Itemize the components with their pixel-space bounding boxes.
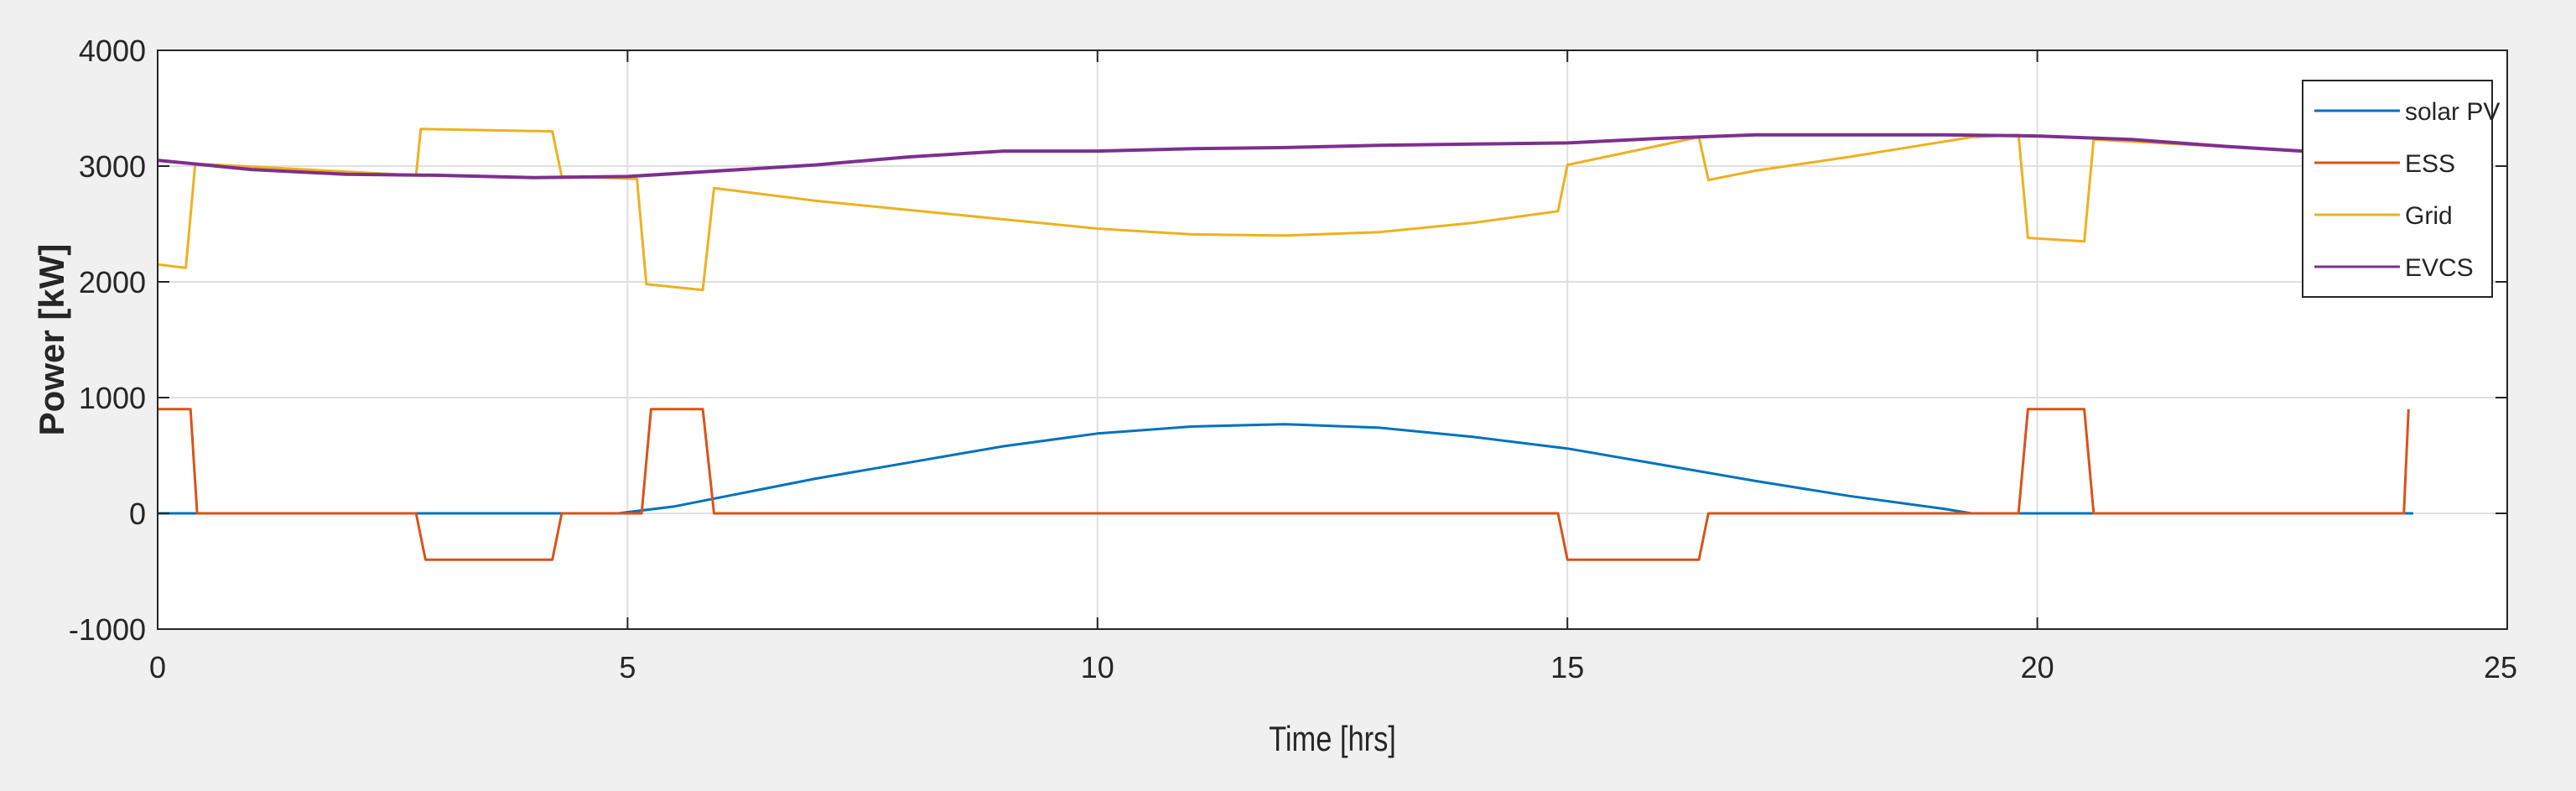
legend-label-solar-pv: solar PV	[2405, 98, 2500, 126]
series-line-solar-pv	[158, 423, 2413, 515]
series-line-ess	[158, 408, 2410, 561]
y-tick-label: 0	[129, 497, 146, 531]
axis-ticks	[157, 49, 2508, 630]
y-tick-label: 4000	[79, 34, 146, 68]
x-tick-label: 25	[2484, 650, 2517, 684]
series-line-grid	[157, 127, 2413, 292]
series-line-evcs	[157, 133, 2413, 180]
y-tick-label: 3000	[79, 149, 146, 184]
y-tick-label: 2000	[79, 265, 146, 299]
y-tick-label: 1000	[79, 381, 146, 415]
legend-label-grid: Grid	[2405, 202, 2453, 230]
x-tick-label: 10	[1081, 650, 1114, 684]
plot-area	[158, 50, 2507, 629]
x-tick-label: 5	[619, 650, 636, 684]
x-axis-title: Time [hrs]	[1269, 720, 1396, 759]
series-lines	[157, 127, 2413, 561]
y-tick-label: -1000	[69, 612, 146, 647]
x-tick-label: 20	[2021, 650, 2054, 684]
plot-border	[157, 49, 2508, 630]
x-tick-label: 15	[1550, 650, 1584, 684]
x-tick-label: 0	[149, 650, 166, 684]
legend: solar PV ESS Grid EVCS	[2302, 80, 2500, 298]
legend-label-ess: ESS	[2405, 150, 2455, 178]
legend-label-evcs: EVCS	[2405, 254, 2474, 282]
y-tick-labels: -1000 0 1000 2000 3000 4000	[69, 34, 146, 647]
legend-box	[2302, 80, 2493, 298]
y-axis-title: Power [kW]	[32, 244, 71, 436]
x-tick-labels: 0 5 10 15 20 25	[149, 650, 2517, 684]
